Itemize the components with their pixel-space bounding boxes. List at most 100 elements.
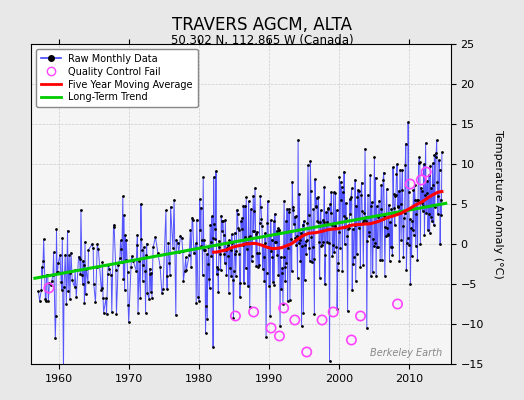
Point xyxy=(245,234,254,241)
Point xyxy=(236,279,245,286)
Point xyxy=(88,241,96,248)
Point xyxy=(118,193,127,200)
Point xyxy=(91,299,100,305)
Point xyxy=(59,368,68,375)
Point xyxy=(258,222,266,229)
Point xyxy=(274,225,282,232)
Point xyxy=(331,223,339,229)
Point xyxy=(99,259,107,266)
Point xyxy=(417,184,425,191)
Point xyxy=(231,251,239,257)
Point xyxy=(143,290,151,296)
Point xyxy=(338,267,346,274)
Point xyxy=(138,247,146,254)
Point xyxy=(114,262,123,268)
Point xyxy=(238,215,246,222)
Point xyxy=(275,333,283,339)
Point xyxy=(147,270,156,276)
Point xyxy=(336,179,345,185)
Point xyxy=(66,296,74,302)
Point xyxy=(99,295,107,302)
Point xyxy=(220,232,228,238)
Point xyxy=(384,232,392,238)
Point xyxy=(394,204,402,211)
Point xyxy=(304,162,312,168)
Point xyxy=(49,249,58,256)
Point xyxy=(205,276,213,282)
Point xyxy=(196,204,205,211)
Point xyxy=(335,174,344,180)
Point xyxy=(268,254,277,261)
Point xyxy=(342,214,351,221)
Point xyxy=(216,250,224,257)
Point xyxy=(107,272,115,278)
Point xyxy=(296,258,304,264)
Point xyxy=(81,238,89,245)
Point xyxy=(166,272,174,278)
Point xyxy=(396,167,404,173)
Point xyxy=(241,234,249,240)
Point xyxy=(185,252,193,258)
Point xyxy=(211,226,219,232)
Point xyxy=(235,227,243,234)
Point xyxy=(37,287,46,293)
Point xyxy=(368,268,377,275)
Point xyxy=(351,176,359,183)
Point xyxy=(427,185,435,192)
Point xyxy=(257,216,266,222)
Point xyxy=(212,168,220,174)
Point xyxy=(362,218,370,224)
Point xyxy=(253,250,261,257)
Point xyxy=(199,174,208,180)
Point xyxy=(233,210,242,217)
Point xyxy=(264,198,272,204)
Point xyxy=(411,243,420,249)
Point xyxy=(129,258,137,265)
Point xyxy=(356,264,365,270)
Point xyxy=(84,279,92,285)
Point xyxy=(235,251,244,257)
Point xyxy=(203,316,212,322)
Point xyxy=(332,207,341,214)
Point xyxy=(158,290,166,296)
Point xyxy=(206,239,215,245)
Point xyxy=(244,198,253,204)
Point xyxy=(334,260,343,266)
Point xyxy=(137,201,145,207)
Point xyxy=(223,245,231,252)
Point xyxy=(269,278,277,285)
Point xyxy=(378,257,386,263)
Point xyxy=(387,244,395,250)
Point xyxy=(267,325,275,331)
Point xyxy=(121,287,129,293)
Point xyxy=(326,210,335,216)
Point xyxy=(382,233,390,240)
Point xyxy=(302,251,310,257)
Point xyxy=(45,280,53,286)
Point xyxy=(286,235,294,242)
Legend: Raw Monthly Data, Quality Control Fail, Five Year Moving Average, Long-Term Tren: Raw Monthly Data, Quality Control Fail, … xyxy=(36,49,198,107)
Point xyxy=(376,256,385,263)
Point xyxy=(314,194,323,200)
Point xyxy=(372,272,380,279)
Point xyxy=(237,226,246,232)
Point xyxy=(311,203,320,209)
Point xyxy=(248,252,256,259)
Point xyxy=(301,242,309,248)
Point xyxy=(252,231,260,237)
Point xyxy=(236,294,244,301)
Point xyxy=(384,230,392,237)
Point xyxy=(408,253,416,259)
Point xyxy=(215,244,224,250)
Point xyxy=(404,119,412,126)
Point xyxy=(288,179,297,185)
Point xyxy=(121,232,129,238)
Point xyxy=(379,177,387,184)
Point xyxy=(45,285,53,291)
Point xyxy=(395,257,403,264)
Point xyxy=(410,232,418,238)
Point xyxy=(302,349,311,355)
Point xyxy=(62,301,71,308)
Point xyxy=(132,268,140,274)
Point xyxy=(287,228,296,234)
